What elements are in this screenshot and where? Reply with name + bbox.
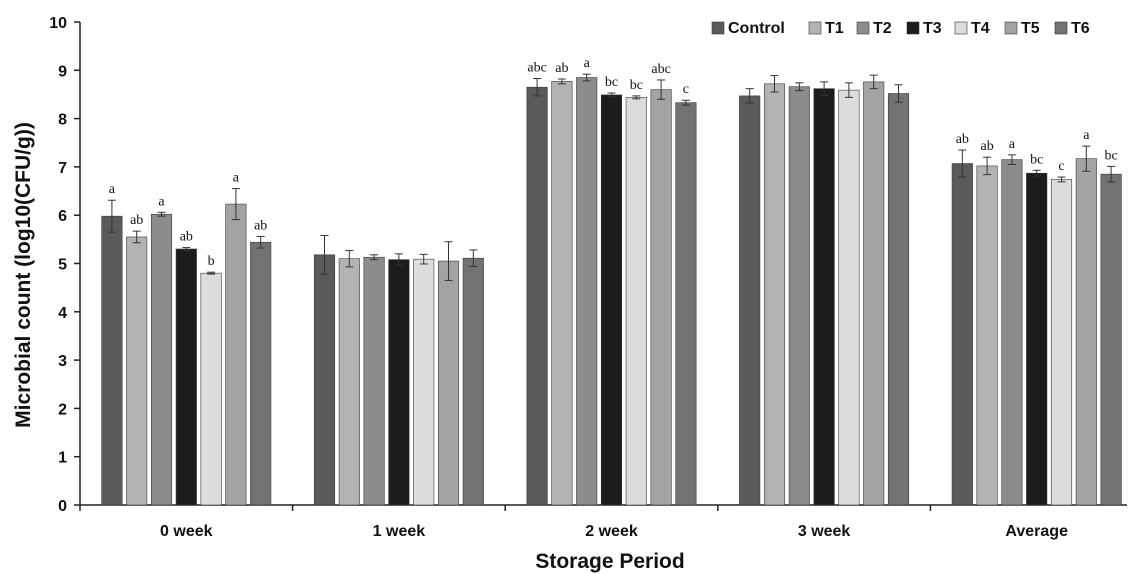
legend: Control T1 T2 T3 T4 T5 T6 [711, 20, 1090, 37]
x-tick-label: 3 week [798, 523, 851, 540]
significance-label: ab [254, 218, 267, 233]
bar [150, 213, 173, 506]
bar [250, 241, 272, 506]
y-tick-label: 4 [58, 305, 67, 322]
x-tick-label: 0 week [160, 523, 213, 540]
significance-label: ab [555, 61, 568, 76]
bar [200, 272, 222, 506]
bar [462, 257, 484, 506]
significance-label: abc [527, 61, 546, 76]
y-tick-label: 8 [58, 112, 67, 129]
significance-label: bc [630, 78, 643, 93]
bar [126, 236, 148, 506]
bar [225, 203, 247, 506]
significance-label: bc [605, 75, 618, 90]
significance-label: a [109, 182, 116, 197]
bar [363, 256, 385, 506]
significance-label: ab [980, 139, 993, 154]
bar [437, 260, 460, 506]
bar [763, 83, 786, 506]
x-tick-label: 1 week [373, 523, 426, 540]
y-tick-label: 2 [58, 401, 67, 418]
bar [551, 81, 573, 506]
y-tick-label: 5 [58, 257, 67, 274]
bar [675, 102, 697, 506]
legend-swatch [1054, 21, 1068, 35]
significance-label: bc [1104, 148, 1117, 163]
x-tick-label: Average [1005, 523, 1068, 540]
legend-swatch [856, 21, 870, 35]
bar [863, 81, 885, 506]
legend-label: T4 [971, 20, 990, 37]
significance-label: ab [130, 213, 143, 228]
significance-label: abc [651, 62, 670, 77]
bar [976, 165, 998, 506]
x-axis: 0 week 1 week 2 week 3 week Average [79, 504, 1127, 540]
bar [526, 86, 548, 506]
bar [1075, 158, 1097, 506]
significance-label: a [1009, 137, 1016, 152]
legend-label: T2 [873, 20, 892, 37]
legend-label: T5 [1021, 20, 1040, 37]
y-tick-label: 1 [58, 450, 67, 467]
significance-label: bc [1030, 152, 1043, 167]
bar [1001, 159, 1023, 506]
bar [313, 254, 336, 506]
legend-swatch [954, 21, 968, 35]
y-tick-label: 3 [58, 353, 67, 370]
legend-swatch [906, 21, 920, 35]
bar [951, 163, 973, 506]
bar [838, 89, 860, 506]
significance-label: b [208, 254, 215, 269]
bar [576, 77, 598, 506]
bar [1026, 172, 1048, 506]
bar [338, 258, 360, 506]
legend-swatch [808, 21, 822, 35]
significance-label: a [584, 56, 591, 71]
legend-label: T1 [825, 20, 844, 37]
x-tick-label: 2 week [585, 523, 638, 540]
bar [413, 258, 435, 506]
significance-label: a [158, 194, 165, 209]
significance-label: c [683, 82, 689, 97]
y-tick-label: 9 [58, 63, 67, 80]
bar [388, 259, 410, 506]
legend-swatch [711, 21, 725, 35]
significance-label: a [1083, 128, 1090, 143]
bar [650, 89, 672, 506]
y-tick-label: 10 [49, 15, 67, 32]
bar [813, 88, 835, 506]
bar [175, 248, 197, 506]
legend-swatch [1004, 21, 1018, 35]
significance-label: c [1058, 159, 1064, 174]
legend-label: T6 [1071, 20, 1090, 37]
bar [887, 93, 910, 506]
legend-label: T3 [923, 20, 942, 37]
y-tick-label: 6 [58, 208, 67, 225]
y-axis: 0 1 2 3 4 5 6 7 8 9 10 [49, 15, 81, 515]
y-tick-label: 0 [58, 498, 67, 515]
significance-label: a [233, 171, 240, 186]
bar [788, 86, 810, 506]
bar [600, 94, 623, 506]
bar [101, 215, 123, 506]
x-axis-label: Storage Period [535, 550, 684, 573]
bar [1100, 173, 1122, 506]
significance-label: ab [180, 230, 193, 245]
significance-label: ab [956, 132, 969, 147]
bar [625, 97, 647, 506]
bar [739, 95, 761, 506]
legend-label: Control [728, 20, 785, 37]
y-axis-label: Microbial count (log10(CFU/g)) [12, 122, 35, 428]
y-tick-label: 7 [58, 160, 67, 177]
bar [1050, 179, 1073, 506]
